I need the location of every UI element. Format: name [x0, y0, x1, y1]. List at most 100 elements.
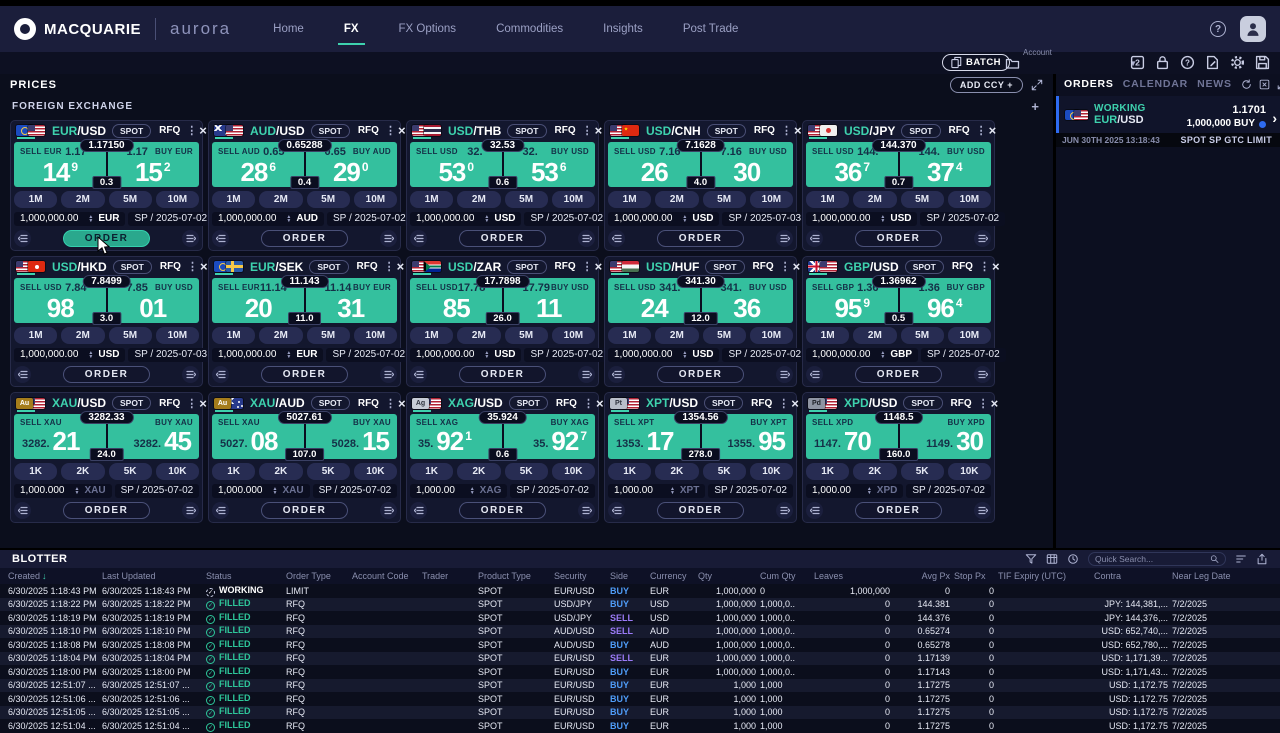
col-order-type[interactable]: Order Type	[286, 571, 331, 581]
order-button[interactable]: ORDER	[63, 501, 150, 519]
col-avg-px[interactable]: Avg Px	[921, 571, 950, 581]
tenor-button-2[interactable]: 2K	[853, 462, 897, 480]
tenor-button-3[interactable]: 5M	[900, 190, 944, 208]
tenor-type-pill[interactable]: SPOT	[507, 123, 547, 138]
tenor-button-4[interactable]: 10M	[551, 190, 595, 208]
value-date-select[interactable]: SP / 2025-07-02	[327, 211, 412, 226]
depth-left-icon[interactable]	[14, 230, 31, 247]
table-row[interactable]: 6/30/2025 12:51:06 ... 6/30/2025 12:51:0…	[0, 692, 1280, 706]
sort-bars-icon[interactable]	[1235, 553, 1247, 565]
tenor-type-pill[interactable]: SPOT	[310, 123, 350, 138]
stepper-icon[interactable]: ▲ ▼	[880, 213, 886, 224]
col-cum-qty[interactable]: Cum Qty	[760, 571, 796, 581]
depth-left-icon[interactable]	[212, 501, 229, 519]
col-leaves[interactable]: Leaves	[814, 571, 844, 581]
quick-search[interactable]	[1088, 552, 1226, 566]
value-date-select[interactable]: SP / 2025-07-02	[708, 483, 793, 498]
value-date-select[interactable]: SP / 2025-07-02	[921, 347, 1006, 362]
tenor-button-1[interactable]: 1M	[410, 190, 454, 208]
depth-left-icon[interactable]	[14, 501, 31, 519]
tenor-button-3[interactable]: 5M	[702, 326, 746, 344]
close-icon[interactable]: ×	[199, 123, 207, 139]
tenor-button-2[interactable]: 2M	[61, 190, 105, 208]
amount-input[interactable]: 1,000,000.00 ▲ ▼ USD	[410, 347, 522, 362]
nav-item-home[interactable]: Home	[273, 23, 304, 35]
col-side[interactable]: Side	[610, 571, 629, 581]
value-date-select[interactable]: SP / 2025-07-03	[722, 211, 808, 226]
depth-right-icon[interactable]	[380, 230, 397, 247]
col-product-type[interactable]: Product Type	[478, 571, 531, 581]
tenor-button-4[interactable]: 10K	[353, 462, 397, 480]
order-button[interactable]: ORDER	[261, 501, 348, 519]
depth-left-icon[interactable]	[608, 366, 625, 383]
value-date-select[interactable]: SP / 2025-07-02	[326, 347, 412, 362]
close-icon[interactable]: ×	[791, 395, 799, 411]
order-button[interactable]: ORDER	[855, 366, 942, 383]
amount-input[interactable]: 1,000,000.00 ▲ ▼ USD	[806, 211, 918, 226]
close-icon[interactable]: ×	[199, 259, 208, 275]
kebab-menu-icon[interactable]: ⋮	[186, 261, 198, 274]
stepper-icon[interactable]: ▲ ▼	[286, 349, 292, 360]
tenor-button-2[interactable]: 2K	[61, 462, 105, 480]
save-icon[interactable]	[1255, 55, 1270, 70]
kebab-menu-icon[interactable]: ⋮	[581, 261, 593, 274]
rfq-button[interactable]: RFQ	[554, 261, 576, 273]
tenor-type-pill[interactable]: SPOT	[706, 123, 746, 138]
stepper-icon[interactable]: ▲ ▼	[88, 213, 94, 224]
amount-input[interactable]: 1,000.000 ▲ ▼ XAU	[212, 483, 310, 498]
col-qty[interactable]: Qty	[698, 571, 713, 581]
batch-button[interactable]: BATCH	[942, 54, 1011, 71]
tenor-button-3[interactable]: 5M	[702, 190, 746, 208]
chevron-right-icon[interactable]: ›	[1272, 110, 1277, 126]
tenor-button-2[interactable]: 2M	[61, 326, 105, 344]
order-button[interactable]: ORDER	[459, 230, 546, 247]
tenor-button-2[interactable]: 2K	[457, 462, 501, 480]
tenor-button-1[interactable]: 1K	[14, 462, 58, 480]
close-icon[interactable]: ×	[990, 395, 999, 411]
tenor-button-4[interactable]: 10K	[551, 462, 595, 480]
depth-left-icon[interactable]	[806, 230, 823, 247]
tenor-button-4[interactable]: 10M	[749, 190, 793, 208]
rfq-button[interactable]: RFQ	[948, 125, 970, 137]
depth-right-icon[interactable]	[974, 501, 991, 519]
add-ccy-button[interactable]: ADD CCY +	[949, 77, 1023, 93]
close-icon[interactable]: ×	[991, 259, 1000, 275]
history-icon[interactable]	[1067, 553, 1079, 565]
tenor-button-4[interactable]: 10M	[947, 326, 991, 344]
columns-grid-icon[interactable]	[1046, 553, 1058, 565]
nav-item-insights[interactable]: Insights	[603, 23, 643, 35]
kebab-menu-icon[interactable]: ⋮	[186, 397, 198, 410]
depth-right-icon[interactable]	[380, 501, 397, 519]
rfq-button[interactable]: RFQ	[555, 397, 577, 409]
tenor-button-4[interactable]: 10M	[947, 190, 991, 208]
order-button[interactable]: ORDER	[459, 366, 546, 383]
tenor-button-4[interactable]: 10M	[353, 326, 397, 344]
col-created[interactable]: Created ↓	[8, 571, 47, 581]
kebab-menu-icon[interactable]: ⋮	[779, 261, 791, 274]
kebab-menu-icon[interactable]: ⋮	[384, 397, 396, 410]
sell-button[interactable]: SELL USD 144. 144. 36 7	[806, 142, 899, 187]
amount-input[interactable]: 1,000,000.00 ▲ ▼ AUD	[212, 211, 325, 226]
tenor-type-pill[interactable]: SPOT	[112, 259, 152, 274]
depth-left-icon[interactable]	[608, 501, 625, 519]
tenor-type-pill[interactable]: SPOT	[112, 396, 152, 411]
depth-left-icon[interactable]	[410, 501, 427, 519]
close-icon[interactable]: ×	[792, 259, 801, 275]
stepper-icon[interactable]: ▲ ▼	[880, 349, 886, 360]
rfq-button[interactable]: RFQ	[751, 397, 773, 409]
depth-right-icon[interactable]	[974, 366, 991, 383]
rfq-button[interactable]: RFQ	[357, 125, 379, 137]
col-trader[interactable]: Trader	[422, 571, 449, 581]
amount-input[interactable]: 1,000.00 ▲ ▼ XPD	[806, 483, 904, 498]
amount-input[interactable]: 1,000.00 ▲ ▼ XPT	[608, 483, 706, 498]
amount-input[interactable]: 1,000.000 ▲ ▼ XAU	[14, 483, 112, 498]
order-button[interactable]: ORDER	[657, 230, 744, 247]
col-near-leg-date[interactable]: Near Leg Date	[1172, 571, 1231, 581]
sell-button[interactable]: SELL USD 7.16 7.16 26	[608, 142, 701, 187]
col-security[interactable]: Security	[554, 571, 587, 581]
value-date-select[interactable]: SP / 2025-07-02	[128, 211, 214, 226]
kebab-menu-icon[interactable]: ⋮	[186, 125, 198, 138]
table-row[interactable]: 6/30/2025 1:18:19 PM 6/30/2025 1:18:19 P…	[0, 611, 1280, 625]
stepper-icon[interactable]: ▲ ▼	[484, 213, 490, 224]
col-tif-expiry[interactable]: TIF Expiry (UTC)	[998, 571, 1066, 581]
